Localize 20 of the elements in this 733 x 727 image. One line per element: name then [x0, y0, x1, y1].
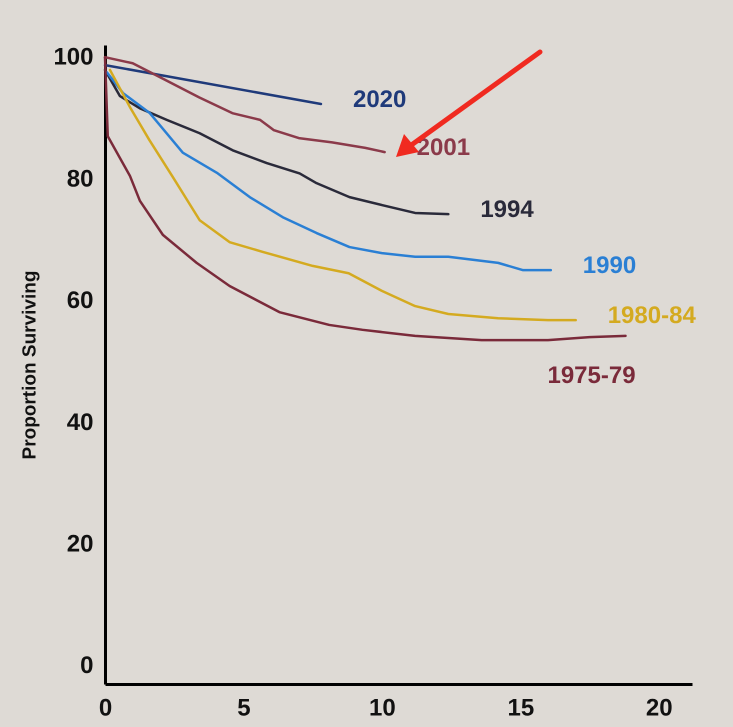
line-series — [106, 71, 552, 272]
series-label: 1980-84 — [608, 302, 696, 330]
x-tick-label: 5 — [237, 694, 251, 722]
y-tick-label: 80 — [66, 165, 94, 192]
series-label: 1994 — [480, 196, 534, 224]
series-label: 1975-79 — [547, 362, 636, 389]
y-tick-label: 60 — [66, 287, 94, 314]
line-series — [108, 68, 577, 322]
y-tick-label: 100 — [53, 44, 94, 71]
series-label: 2020 — [352, 86, 406, 114]
y-axis-title: Proportion Surviving — [19, 270, 40, 460]
y-tick-label: 40 — [66, 408, 94, 436]
y-tick-label: 20 — [66, 530, 94, 558]
x-tick-label: 10 — [369, 694, 396, 722]
x-tick-label: 0 — [98, 694, 112, 722]
y-tick-label: 0 — [80, 652, 94, 680]
x-tick-label: 20 — [646, 694, 673, 722]
series-label: 1990 — [582, 252, 636, 280]
series-label: 2001 — [416, 134, 470, 162]
x-tick-label: 15 — [507, 694, 534, 722]
